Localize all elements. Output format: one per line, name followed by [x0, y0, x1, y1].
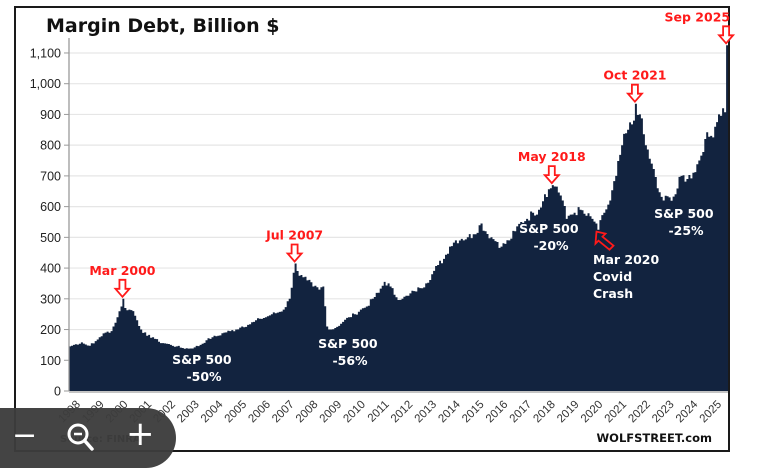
label-covid-line3: Crash — [593, 286, 633, 301]
x-tick-label: 2004 — [199, 398, 226, 425]
x-tick-label: 2016 — [484, 399, 511, 426]
y-tick-label: 1,100 — [30, 46, 61, 60]
peak-label: Sep 2025 — [665, 9, 731, 24]
x-tick-label: 2024 — [674, 398, 701, 425]
x-tick-label: 2007 — [270, 399, 297, 426]
y-tick-label: 600 — [40, 200, 61, 214]
label-covid-line1: Mar 2020 — [593, 252, 659, 267]
zoom-out-button[interactable]: − — [12, 418, 38, 453]
x-tick-label: 2010 — [341, 399, 368, 426]
y-tick-label: 300 — [40, 292, 61, 306]
margin-debt-area — [69, 45, 728, 392]
label-sp500-2009-line1: S&P 500 — [318, 336, 378, 351]
x-tick-label: 2018 — [531, 399, 558, 426]
x-tick-label: 2023 — [650, 399, 677, 426]
y-tick-label: 1,000 — [30, 77, 61, 91]
chart-title: Margin Debt, Billion $ — [46, 15, 279, 37]
y-axis-ticks: 0 100 200 300 400 500 600 700 800 900 1,000 1,100 — [30, 46, 69, 399]
x-tick-label: 2006 — [246, 399, 273, 426]
x-tick-label: 2015 — [460, 399, 487, 426]
annotations: Mar 2000 Jul 2007 May 2018 Oct 2021 Sep 2025 — [89, 9, 736, 299]
zoom-controls: − + — [0, 408, 176, 468]
x-tick-label: 2017 — [508, 399, 535, 426]
red-arrow-down-icon — [625, 83, 644, 104]
label-sp500-2022-line1: S&P 500 — [654, 206, 714, 221]
label-sp500-2022: S&P 500 -25% — [654, 206, 718, 238]
x-tick-label: 2025 — [698, 399, 725, 426]
y-tick-label: 900 — [40, 108, 61, 122]
x-tick-label: 2003 — [175, 399, 202, 426]
peak-label: Jul 2007 — [265, 227, 323, 242]
x-tick-label: 2005 — [223, 399, 250, 426]
x-tick-label: 2008 — [294, 399, 321, 426]
label-covid-line2: Covid — [593, 269, 632, 284]
y-tick-label: 200 — [40, 323, 61, 337]
label-sp500-2009-line2: -56% — [332, 353, 368, 368]
label-sp500-2018-line1: S&P 500 — [519, 221, 579, 236]
label-sp500-2002: S&P 500 -50% — [172, 352, 236, 384]
red-arrow-diagonal-icon — [594, 230, 615, 251]
peak-label: Oct 2021 — [603, 68, 666, 83]
y-tick-label: 500 — [40, 231, 61, 245]
label-sp500-2002-line2: -50% — [186, 369, 222, 384]
peak-label: May 2018 — [518, 149, 586, 164]
x-tick-label: 2021 — [603, 399, 630, 426]
label-covid-crash: Mar 2020 Covid Crash — [593, 252, 664, 301]
wolfstreet-credit: WOLFSTREET.com — [596, 431, 712, 445]
x-tick-label: 2009 — [318, 399, 345, 426]
red-arrow-down-icon — [285, 243, 304, 263]
x-tick-label: 2019 — [555, 399, 582, 426]
label-sp500-2022-line2: -25% — [668, 223, 704, 238]
label-sp500-2002-line1: S&P 500 — [172, 352, 232, 367]
x-tick-label: 2020 — [579, 399, 606, 426]
x-tick-label: 2014 — [436, 398, 463, 425]
magnifier-icon[interactable] — [66, 422, 96, 460]
y-tick-label: 700 — [40, 169, 61, 183]
x-tick-label: 2013 — [413, 399, 440, 426]
y-tick-label: 800 — [40, 139, 61, 153]
label-sp500-2018: S&P 500 -20% — [519, 221, 583, 253]
label-sp500-2009: S&P 500 -56% — [318, 336, 382, 368]
x-tick-label: 2022 — [626, 399, 653, 426]
y-tick-label: 100 — [40, 354, 61, 368]
label-sp500-2018-line2: -20% — [533, 238, 569, 253]
y-tick-label: 400 — [40, 262, 61, 276]
y-tick-label: 0 — [54, 385, 61, 399]
peak-label: Mar 2000 — [89, 263, 155, 278]
zoom-in-button[interactable]: + — [126, 414, 155, 454]
red-arrow-down-icon — [717, 25, 736, 45]
red-arrow-down-icon — [113, 278, 132, 299]
x-tick-label: 2011 — [366, 399, 392, 425]
red-arrow-down-icon — [542, 165, 561, 185]
x-tick-label: 2012 — [389, 399, 416, 426]
